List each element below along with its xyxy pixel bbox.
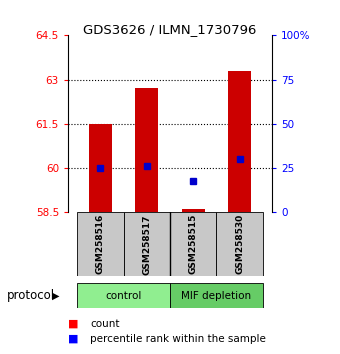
- Text: GSM258516: GSM258516: [96, 214, 105, 274]
- Text: MIF depletion: MIF depletion: [181, 291, 251, 301]
- Text: ■: ■: [68, 334, 79, 344]
- Bar: [89, 124, 112, 212]
- Bar: [228, 71, 251, 212]
- Bar: [77, 212, 124, 276]
- Text: GSM258517: GSM258517: [142, 214, 151, 274]
- Text: percentile rank within the sample: percentile rank within the sample: [90, 334, 266, 344]
- Text: ▶: ▶: [52, 291, 59, 301]
- Text: GSM258530: GSM258530: [235, 214, 244, 274]
- Bar: [216, 212, 263, 276]
- Text: GDS3626 / ILMN_1730796: GDS3626 / ILMN_1730796: [83, 23, 257, 36]
- Text: GSM258515: GSM258515: [189, 214, 198, 274]
- Bar: [182, 210, 205, 212]
- Text: count: count: [90, 319, 120, 329]
- Text: protocol: protocol: [7, 289, 55, 302]
- Bar: [124, 212, 170, 276]
- Text: control: control: [105, 291, 142, 301]
- Text: ■: ■: [68, 319, 79, 329]
- Bar: [170, 283, 263, 308]
- Bar: [135, 88, 158, 212]
- Bar: [170, 212, 216, 276]
- Bar: [77, 283, 170, 308]
